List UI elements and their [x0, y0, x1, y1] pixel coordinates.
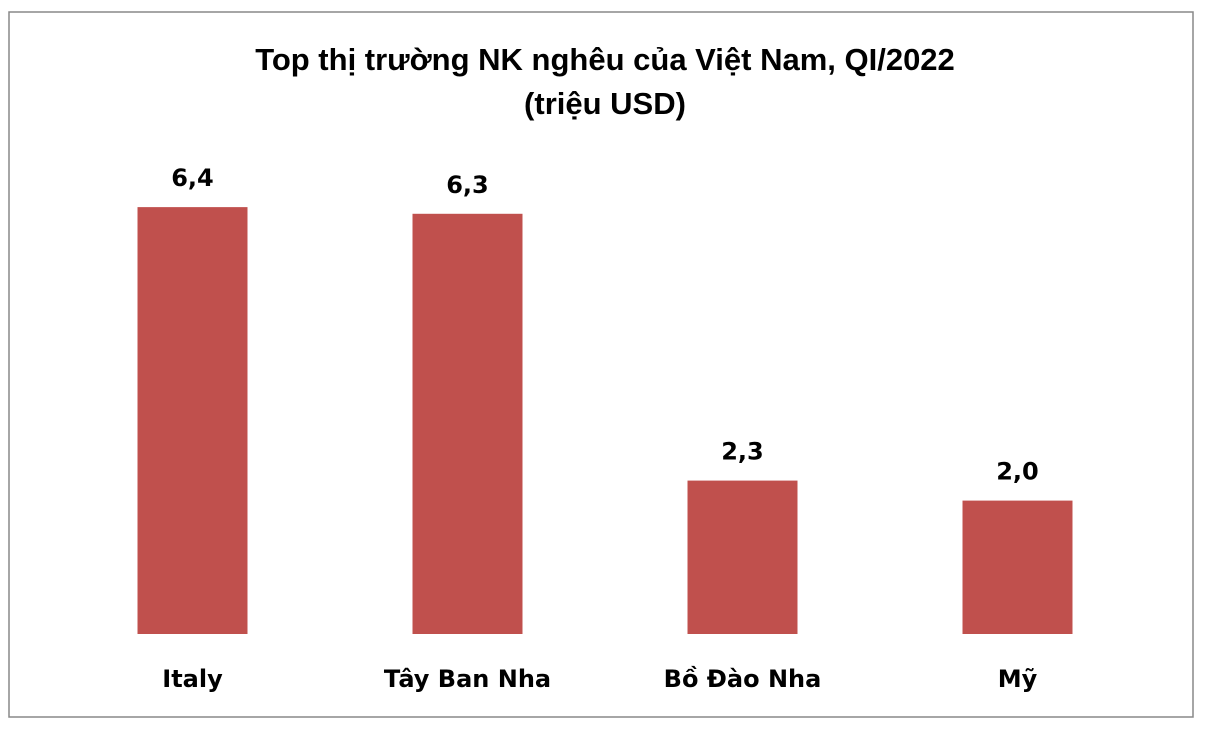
x-tick-label: Tây Ban Nha [384, 665, 551, 693]
chart-subtitle: (triệu USD) [524, 86, 686, 121]
x-tick-label: Bồ Đào Nha [664, 665, 822, 693]
value-label: 2,3 [721, 438, 764, 466]
chart-title: Top thị trường NK nghêu của Việt Nam, QI… [255, 42, 955, 77]
x-tick-label: Italy [162, 665, 223, 693]
bar [137, 207, 248, 634]
value-label: 2,0 [996, 458, 1039, 486]
bar [962, 500, 1073, 634]
bar [412, 213, 523, 635]
value-label: 6,3 [446, 171, 489, 199]
bar [687, 480, 798, 634]
x-tick-label: Mỹ [998, 665, 1038, 693]
value-label: 6,4 [171, 164, 214, 192]
